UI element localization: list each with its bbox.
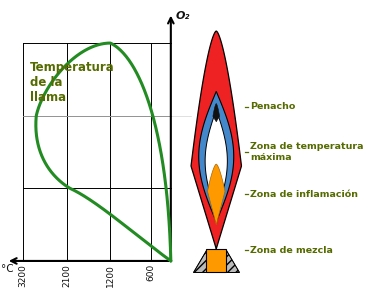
Polygon shape (208, 164, 225, 225)
Text: Zona de inflamación: Zona de inflamación (250, 190, 358, 199)
Text: Temperatura
de la
llama: Temperatura de la llama (30, 61, 114, 104)
Text: 600: 600 (146, 264, 155, 281)
Text: Zona de temperatura
máxima: Zona de temperatura máxima (250, 142, 363, 162)
Bar (206, 249, 226, 271)
Text: Zona de mezcla: Zona de mezcla (250, 246, 333, 255)
Text: 2100: 2100 (62, 264, 71, 287)
Polygon shape (213, 104, 220, 122)
Text: Penacho: Penacho (250, 102, 295, 111)
Polygon shape (199, 92, 234, 222)
Text: 3200: 3200 (18, 264, 27, 287)
Polygon shape (205, 110, 227, 212)
Text: O₂: O₂ (176, 11, 190, 21)
Polygon shape (226, 250, 239, 271)
Polygon shape (193, 250, 206, 271)
Text: 1200: 1200 (106, 264, 115, 287)
Text: °C: °C (2, 264, 14, 274)
Polygon shape (191, 31, 241, 249)
